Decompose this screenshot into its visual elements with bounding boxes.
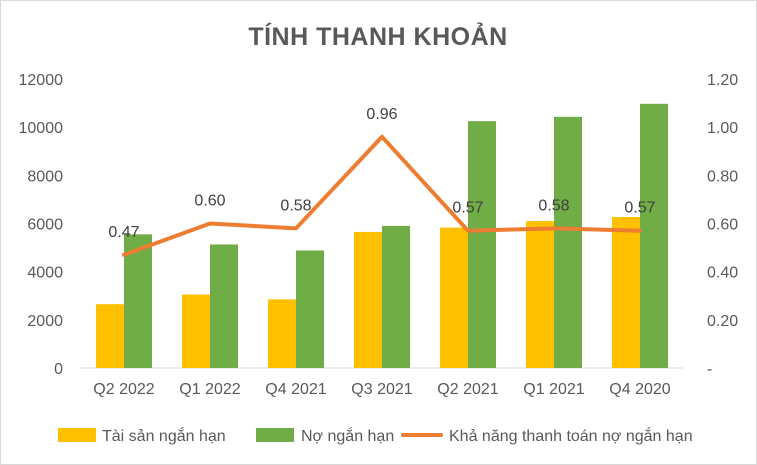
x-tick-label: Q1 2022 bbox=[179, 381, 240, 398]
data-label-liquidity-ratio: 0.57 bbox=[452, 200, 483, 217]
y-right-tick-label: 0.20 bbox=[707, 313, 738, 330]
legend-swatch-current-assets bbox=[58, 428, 96, 442]
bar-current-assets bbox=[612, 216, 640, 368]
y-right-tick-label: 1.20 bbox=[707, 72, 738, 89]
bar-current-liabilities bbox=[210, 244, 238, 368]
bar-current-assets bbox=[526, 221, 554, 368]
data-label-liquidity-ratio: 0.58 bbox=[538, 197, 569, 214]
data-label-liquidity-ratio: 0.60 bbox=[194, 193, 225, 210]
bar-current-liabilities bbox=[296, 250, 324, 368]
bar-current-liabilities bbox=[640, 103, 668, 368]
y-right-tick-label: 1.00 bbox=[707, 120, 738, 137]
y-right-tick-label: 0.60 bbox=[707, 217, 738, 234]
data-label-liquidity-ratio: 0.96 bbox=[366, 106, 397, 123]
y-right-tick-label: 0.80 bbox=[707, 168, 738, 185]
bar-current-liabilities bbox=[382, 225, 410, 368]
y-left-tick-label: 8000 bbox=[27, 168, 63, 185]
bar-current-assets bbox=[268, 299, 296, 368]
y-left-tick-label: 10000 bbox=[19, 120, 64, 137]
x-tick-label: Q3 2021 bbox=[351, 381, 412, 398]
x-tick-label: Q2 2022 bbox=[93, 381, 154, 398]
bar-current-assets bbox=[182, 294, 210, 368]
bar-current-assets bbox=[354, 231, 382, 368]
bar-current-liabilities bbox=[124, 234, 152, 368]
y-right-tick-label: 0.40 bbox=[707, 265, 738, 282]
bar-current-liabilities bbox=[554, 116, 582, 368]
y-right-tick-label: - bbox=[707, 361, 712, 378]
legend-swatch-current-liabilities bbox=[256, 428, 294, 442]
bar-current-assets bbox=[96, 304, 124, 368]
x-tick-label: Q4 2021 bbox=[265, 381, 326, 398]
legend-label-current-liabilities: Nợ ngắn hạn bbox=[301, 426, 394, 445]
data-label-liquidity-ratio: 0.47 bbox=[108, 224, 139, 241]
data-label-liquidity-ratio: 0.58 bbox=[280, 197, 311, 214]
legend-label-liquidity-ratio: Khả năng thanh toán nợ ngắn hạn bbox=[449, 426, 693, 445]
bar-current-assets bbox=[440, 227, 468, 368]
y-left-tick-label: 12000 bbox=[19, 72, 64, 89]
x-tick-label: Q4 2020 bbox=[609, 381, 670, 398]
y-left-tick-label: 2000 bbox=[27, 313, 63, 330]
y-left-tick-label: 0 bbox=[54, 361, 63, 378]
bar-current-liabilities bbox=[468, 121, 496, 368]
y-left-tick-label: 4000 bbox=[27, 265, 63, 282]
y-left-tick-label: 6000 bbox=[27, 217, 63, 234]
data-label-liquidity-ratio: 0.57 bbox=[624, 200, 655, 217]
legend-label-current-assets: Tài sản ngắn hạn bbox=[102, 426, 226, 445]
chart-title: TÍNH THANH KHOẢN bbox=[248, 21, 507, 51]
x-tick-label: Q1 2021 bbox=[523, 381, 584, 398]
line-liquidity-ratio bbox=[122, 134, 642, 257]
x-tick-label: Q2 2021 bbox=[437, 381, 498, 398]
